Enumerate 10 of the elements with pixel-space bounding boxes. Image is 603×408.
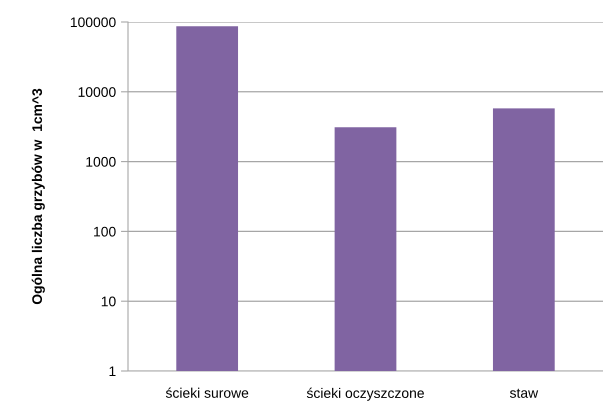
x-tick-label: ścieki surowe (166, 388, 248, 398)
y-tick-label: 1 (110, 366, 116, 376)
y-tick-label: 1000 (86, 156, 116, 167)
y-axis-title: Ogólna liczba grzybów w 1cm^3 (32, 88, 45, 304)
y-tick-label: 100000 (70, 17, 116, 28)
y-tick-label: 10 (102, 296, 116, 306)
y-tick-label: 10000 (78, 87, 116, 97)
x-tick-label: ścieki oczyszczone (306, 388, 424, 401)
y-tick-label: 100 (94, 226, 116, 237)
x-tick-label: staw (510, 388, 538, 398)
